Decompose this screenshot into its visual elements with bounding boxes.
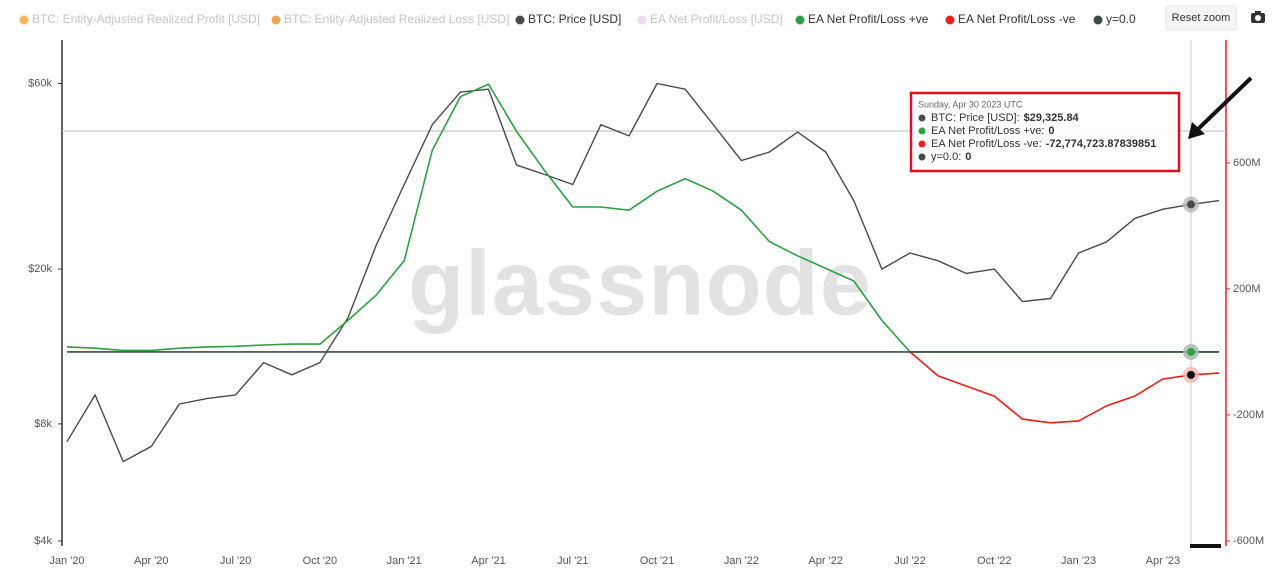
x-tick-label: Oct '20 [303,555,338,567]
tooltip-dot [918,140,926,148]
legend-label: y=0.0 [1106,12,1136,26]
hover-point [1187,200,1195,209]
legend-label: BTC: Entity-Adjusted Realized Profit [US… [32,12,260,26]
tooltip: Sunday, Apr 30 2023 UTC BTC: Price [USD]… [909,91,1181,173]
tooltip-value: $29,325.84 [1024,112,1080,124]
hover-point [1187,347,1195,356]
legend-swatch [515,15,525,25]
camera-icon[interactable] [1251,11,1265,23]
x-tick-label: Jul '22 [894,555,925,567]
y2-tick-label: -600M [1233,535,1264,547]
y-tick-label: $8k [34,418,52,430]
tooltip-value: 0 [965,151,971,163]
tooltip-label: EA Net Profit/Loss -ve: [931,138,1042,150]
x-tick-label: Jan '23 [1061,555,1096,567]
tooltip-box [909,91,1181,173]
x-tick-label: Oct '22 [977,555,1012,567]
tooltip-dot [918,114,926,122]
legend-label: EA Net Profit/Loss +ve [808,12,929,26]
tooltip-date: Sunday, Apr 30 2023 UTC [918,99,1023,109]
x-tick-label: Oct '21 [640,555,675,567]
legend-label: BTC: Price [USD] [528,12,621,26]
legend-swatch [945,15,955,25]
y2-tick-label: -200M [1233,409,1264,421]
y2-tick-label: 200M [1233,283,1261,295]
y-tick-label: $60k [28,77,52,89]
legend-swatch [1093,15,1103,25]
annotation-arrow-head [1188,122,1205,139]
legend-label: EA Net Profit/Loss -ve [958,12,1076,26]
tooltip-item: EA Net Profit/Loss +ve: 0 [931,125,1055,137]
x-tick-label: Apr '21 [471,555,506,567]
tooltip-label: y=0.0: [931,151,961,163]
tooltip-item: BTC: Price [USD]: $29,325.84 [931,112,1080,124]
camera-lens[interactable] [1255,15,1261,21]
x-tick-label: Jan '21 [387,555,422,567]
legend-label: EA Net Profit/Loss [USD] [650,12,783,26]
reset-zoom-button[interactable]: Reset zoom [1165,5,1237,31]
x-tick-label: Jul '20 [220,555,251,567]
tooltip-item: y=0.0: 0 [931,151,971,163]
watermark: glassnode [408,232,872,334]
tooltip-label: BTC: Price [USD]: [931,112,1020,124]
series-line [909,351,1220,424]
tooltip-value: 0 [1048,125,1054,137]
legend-swatch [637,15,647,25]
x-tick-label: Apr '22 [808,555,843,567]
legend-label: BTC: Entity-Adjusted Realized Loss [USD] [284,12,509,26]
series-line [66,82,1220,463]
x-tick-label: Jan '20 [49,555,84,567]
button-label[interactable]: Reset zoom [1172,12,1231,24]
x-tick-label: Jan '22 [724,555,759,567]
annotation-arrow [1193,76,1253,134]
tooltip-dot [918,127,926,135]
tooltip-dot [918,153,926,161]
plot-area: $4k $8k $20k $60k -600M -200M 200M 600M Jan '20 A… [28,77,1264,567]
legend: BTC: Entity-Adjusted Realized Profit [US… [19,12,1136,26]
legend-swatch [271,15,281,25]
tooltip-item: EA Net Profit/Loss -ve: -72,774,723.87839… [931,138,1156,150]
y-tick-label: $20k [28,263,52,275]
legend-swatch [795,15,805,25]
tooltip-label: EA Net Profit/Loss +ve: [931,125,1044,137]
y-tick-label: $4k [34,535,52,547]
hover-point [1187,370,1195,379]
x-tick-label: Jul '21 [557,555,588,567]
x-tick-label: Apr '20 [134,555,169,567]
tooltip-value: -72,774,723.87839851 [1046,138,1157,150]
legend-swatch [19,15,29,25]
button-bg[interactable] [1165,5,1237,31]
camera-top[interactable] [1255,11,1261,14]
x-tick-label: Apr '23 [1146,555,1181,567]
y2-tick-label: 600M [1233,157,1261,169]
